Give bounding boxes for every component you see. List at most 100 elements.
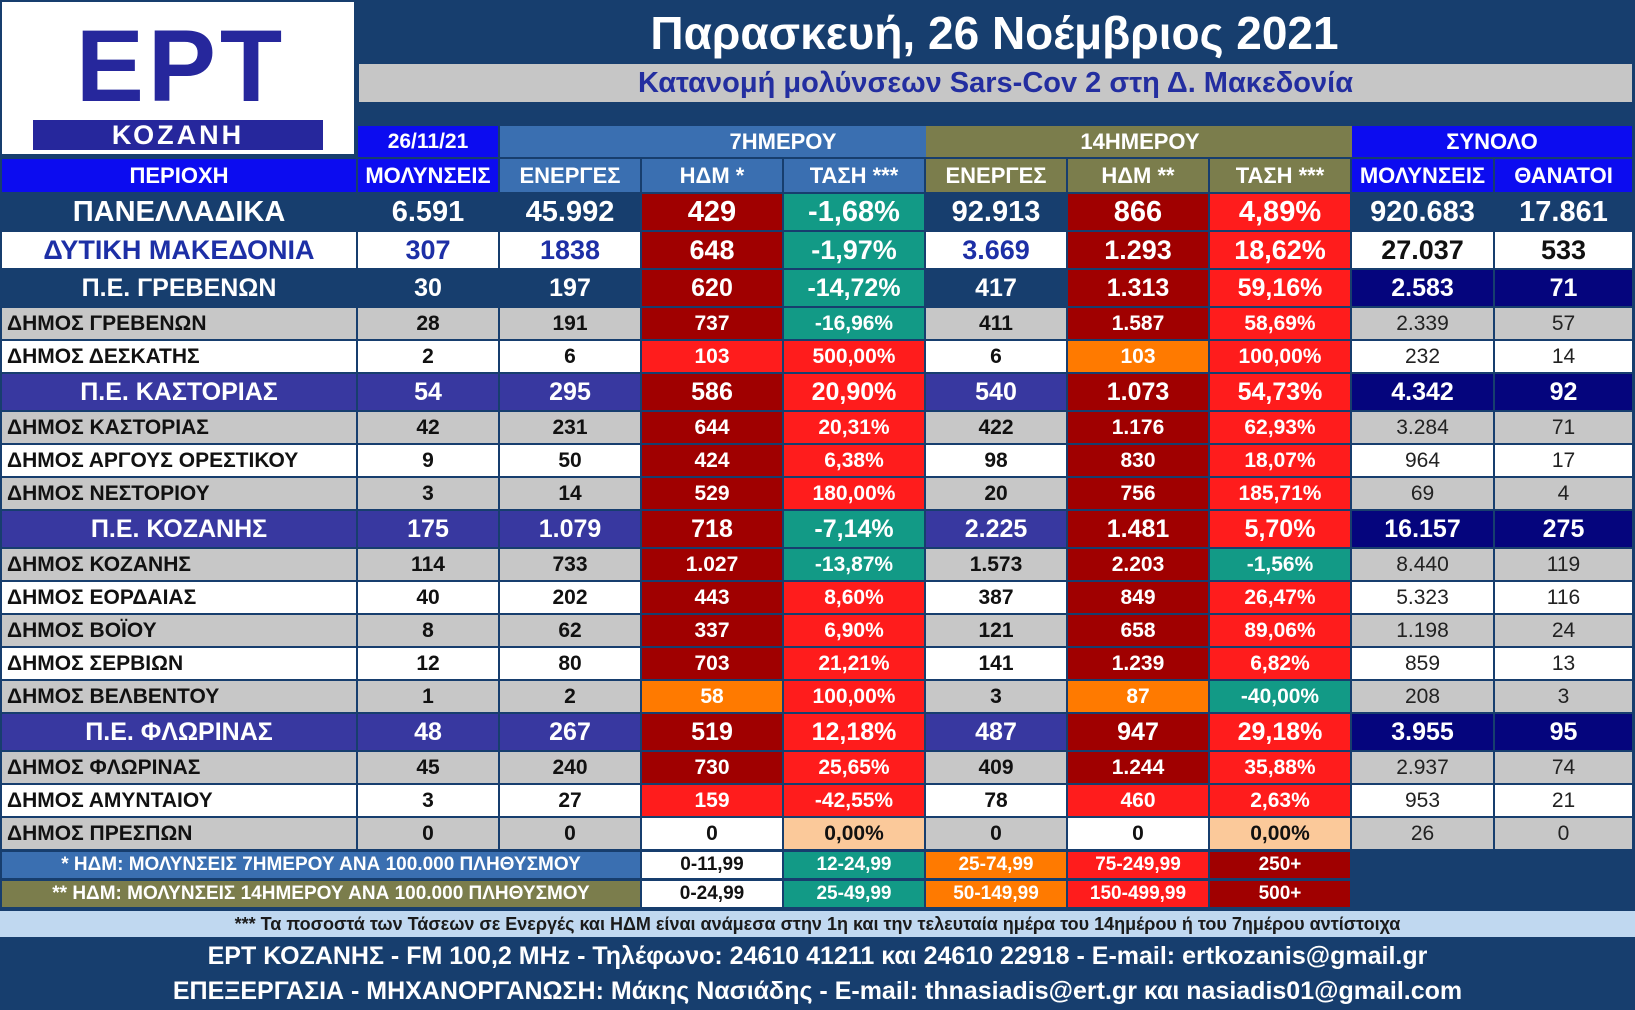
- table-cell-trend14: 6,82%: [1210, 648, 1350, 679]
- table-cell-deaths: 13: [1495, 648, 1632, 679]
- table-cell-active7: 2: [500, 681, 640, 712]
- legend-label: * ΗΔΜ: ΜΟΛΥΝΣΕΙΣ 7ΗΜΕΡΟΥ ΑΝΑ 100.000 ΠΛΗ…: [2, 852, 640, 878]
- table-cell-total: 26: [1352, 818, 1493, 849]
- table-cell-total: 232: [1352, 341, 1493, 372]
- logo-mark: ΕΡΤ: [75, 9, 287, 123]
- table-cell-active7: 27: [500, 785, 640, 816]
- table-cell-deaths: 24: [1495, 615, 1632, 646]
- table-cell-cases: 175: [358, 511, 498, 547]
- region-name: Π.Ε. ΦΛΩΡΙΝΑΣ: [2, 714, 356, 750]
- legend-range: 150-499,99: [1068, 881, 1208, 907]
- table-cell-idm14: 756: [1068, 478, 1208, 509]
- table-cell-idm7: 718: [642, 511, 782, 547]
- table-cell-idm14: 658: [1068, 615, 1208, 646]
- region-name: ΔΗΜΟΣ ΚΑΣΤΟΡΙΑΣ: [2, 412, 356, 443]
- table-cell-active7: 1.079: [500, 511, 640, 547]
- table-cell-active14: 92.913: [926, 194, 1066, 230]
- total-header: ΣΥΝΟΛΟ: [1352, 126, 1632, 157]
- table-cell-idm14: 1.293: [1068, 232, 1208, 268]
- table-cell-active7: 45.992: [500, 194, 640, 230]
- table-cell-active7: 62: [500, 615, 640, 646]
- table-cell-total: 2.583: [1352, 270, 1493, 306]
- table-cell-deaths: 17: [1495, 445, 1632, 476]
- ert-logo: ΕΡΤ ΚΟΖΑΝΗ: [2, 2, 354, 154]
- table-cell-active14: 411: [926, 308, 1066, 339]
- table-cell-idm7: 737: [642, 308, 782, 339]
- table-cell-trend7: 25,65%: [784, 752, 924, 783]
- table-cell-trend7: 0,00%: [784, 818, 924, 849]
- table-cell-idm14: 2.203: [1068, 549, 1208, 580]
- table-cell-total: 8.440: [1352, 549, 1493, 580]
- table-cell-idm7: 586: [642, 374, 782, 410]
- table-cell-cases: 42: [358, 412, 498, 443]
- table-cell-idm7: 159: [642, 785, 782, 816]
- column-header: ΤΑΣΗ ***: [1210, 159, 1350, 192]
- table-cell-idm14: 947: [1068, 714, 1208, 750]
- column-header: ΠΕΡΙΟΧΗ: [2, 159, 356, 192]
- table-cell-active7: 240: [500, 752, 640, 783]
- table-cell-active7: 733: [500, 549, 640, 580]
- page-subtitle: Κατανομή μολύνσεων Sars-Cov 2 στη Δ. Μακ…: [359, 64, 1632, 102]
- table-cell-cases: 8: [358, 615, 498, 646]
- table-cell-deaths: 4: [1495, 478, 1632, 509]
- table-cell-total: 27.037: [1352, 232, 1493, 268]
- table-cell-idm14: 849: [1068, 582, 1208, 613]
- region-name: ΔΗΜΟΣ ΚΟΖΑΝΗΣ: [2, 549, 356, 580]
- table-cell-total: 1.198: [1352, 615, 1493, 646]
- table-cell-deaths: 74: [1495, 752, 1632, 783]
- table-cell-trend7: 20,31%: [784, 412, 924, 443]
- table-cell-total: 3.955: [1352, 714, 1493, 750]
- page-title: Παρασκευή, 26 Νοέμβριος 2021: [650, 7, 1339, 59]
- table-cell-cases: 2: [358, 341, 498, 372]
- legend-range: 75-249,99: [1068, 852, 1208, 878]
- table-cell-active14: 121: [926, 615, 1066, 646]
- table-cell-deaths: 116: [1495, 582, 1632, 613]
- region-name: ΠΑΝΕΛΛΑΔΙΚΑ: [2, 194, 356, 230]
- table-cell-idm14: 1.239: [1068, 648, 1208, 679]
- table-cell-trend14: 26,47%: [1210, 582, 1350, 613]
- table-cell-active14: 417: [926, 270, 1066, 306]
- table-cell-trend14: 59,16%: [1210, 270, 1350, 306]
- table-cell-active7: 80: [500, 648, 640, 679]
- table-cell-active14: 20: [926, 478, 1066, 509]
- table-cell-trend14: 4,89%: [1210, 194, 1350, 230]
- region-name: ΔΗΜΟΣ ΒΕΛΒΕΝΤΟΥ: [2, 681, 356, 712]
- table-cell-deaths: 92: [1495, 374, 1632, 410]
- legend-range: 250+: [1210, 852, 1350, 878]
- table-cell-idm7: 703: [642, 648, 782, 679]
- table-cell-trend14: 18,62%: [1210, 232, 1350, 268]
- column-header: ΗΔΜ **: [1068, 159, 1208, 192]
- table-cell-deaths: 17.861: [1495, 194, 1632, 230]
- table-cell-deaths: 95: [1495, 714, 1632, 750]
- table-cell-idm14: 460: [1068, 785, 1208, 816]
- table-cell-trend14: 2,63%: [1210, 785, 1350, 816]
- table-cell-cases: 48: [358, 714, 498, 750]
- region-name: Π.Ε. ΓΡΕΒΕΝΩΝ: [2, 270, 356, 306]
- table-cell-total: 2.937: [1352, 752, 1493, 783]
- footer-note: *** Τα ποσοστά των Τάσεων σε Ενεργές και…: [0, 911, 1635, 937]
- table-cell-idm14: 1.176: [1068, 412, 1208, 443]
- table-cell-idm7: 0: [642, 818, 782, 849]
- region-name: ΔΗΜΟΣ ΒΟΪΟΥ: [2, 615, 356, 646]
- table-cell-cases: 9: [358, 445, 498, 476]
- table-cell-idm7: 648: [642, 232, 782, 268]
- region-name: ΔΗΜΟΣ ΕΟΡΔΑΙΑΣ: [2, 582, 356, 613]
- table-cell-cases: 40: [358, 582, 498, 613]
- table-cell-total: 208: [1352, 681, 1493, 712]
- table-cell-active7: 295: [500, 374, 640, 410]
- table-cell-idm7: 529: [642, 478, 782, 509]
- table-cell-active14: 540: [926, 374, 1066, 410]
- table-cell-active14: 78: [926, 785, 1066, 816]
- table-cell-idm14: 87: [1068, 681, 1208, 712]
- region-name: ΔΗΜΟΣ ΦΛΩΡΙΝΑΣ: [2, 752, 356, 783]
- table-cell-idm14: 866: [1068, 194, 1208, 230]
- table-cell-total: 859: [1352, 648, 1493, 679]
- table-cell-trend14: 0,00%: [1210, 818, 1350, 849]
- table-cell-active14: 6: [926, 341, 1066, 372]
- table-cell-cases: 114: [358, 549, 498, 580]
- table-cell-total: 953: [1352, 785, 1493, 816]
- table-cell-cases: 12: [358, 648, 498, 679]
- region-name: Π.Ε. ΚΑΣΤΟΡΙΑΣ: [2, 374, 356, 410]
- table-cell-trend7: 6,38%: [784, 445, 924, 476]
